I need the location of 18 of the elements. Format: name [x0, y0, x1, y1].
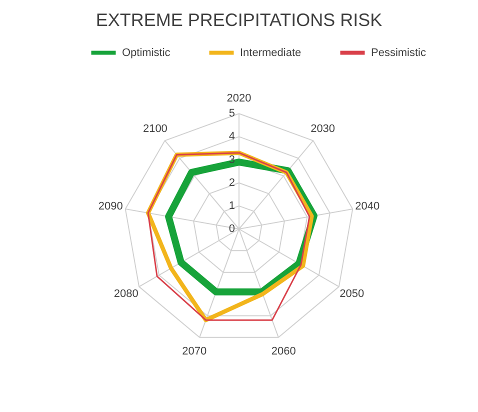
spoke-label: 2030	[310, 123, 336, 136]
spoke-label: 2050	[340, 288, 364, 300]
spoke-label: 2020	[226, 92, 252, 105]
spoke-label: 2070	[182, 346, 207, 358]
y-tick-label: 0	[228, 223, 235, 235]
spoke-label: 2100	[142, 123, 168, 136]
spoke-label: 2090	[98, 200, 123, 212]
y-tick-label: 1	[228, 200, 235, 212]
chart-title: EXTREME PRECIPITATIONS RISK	[96, 10, 382, 30]
spoke-label: 2060	[271, 346, 296, 358]
legend-label: Pessimistic	[371, 46, 427, 59]
legend-label: Optimistic	[122, 46, 171, 59]
spoke-label: 2080	[114, 288, 138, 300]
y-tick-label: 4	[228, 130, 235, 143]
legend-label: Intermediate	[240, 46, 302, 59]
y-tick-label: 2	[228, 176, 235, 189]
y-tick-label: 5	[228, 108, 235, 120]
spoke-label: 2040	[355, 200, 380, 212]
